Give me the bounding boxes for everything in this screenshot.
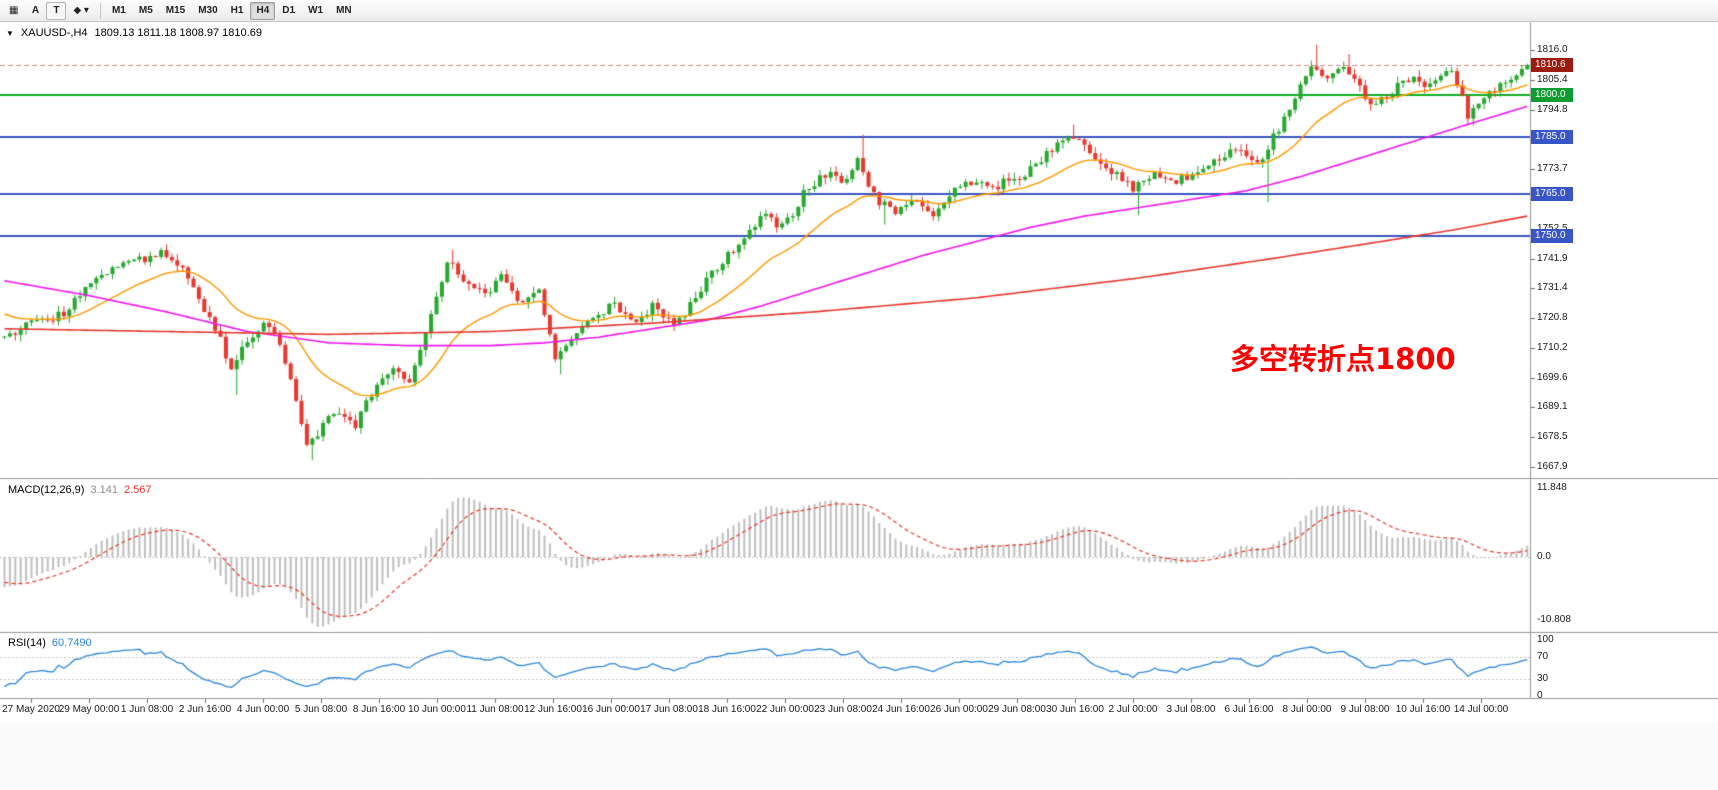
- chart-symbol-period: XAUUSD-,H4: [20, 27, 88, 39]
- price-tick-label: 1816.0: [1537, 44, 1568, 55]
- time-axis-label: 3 Jul 08:00: [1166, 704, 1216, 715]
- price-tick-label: 1805.4: [1537, 73, 1568, 85]
- time-axis-label: 8 Jun 16:00: [352, 704, 406, 715]
- rsi-scale-label: 70: [1537, 650, 1549, 662]
- time-axis-label: 17 Jun 08:00: [640, 704, 698, 715]
- time-axis-label: 10 Jun 00:00: [408, 704, 466, 715]
- time-axis-label: 29 Jun 08:00: [988, 704, 1046, 715]
- text-box-tool-icon[interactable]: T: [46, 1, 67, 20]
- timeframe-button-mn[interactable]: MN: [336, 5, 352, 16]
- timeframe-button-w1[interactable]: W1: [308, 5, 324, 16]
- time-axis[interactable]: 27 May 2020 29 May 00:00 1 Jun 08:00 2 Jun …: [0, 699, 1718, 723]
- timeframe-button-m15[interactable]: M15: [165, 5, 186, 16]
- time-axis-label: 6 Jul 16:00: [1224, 704, 1274, 715]
- font-tool-icon[interactable]: A: [31, 5, 40, 16]
- level-1800-badge[interactable]: 1800.0: [1531, 88, 1573, 103]
- toolbar-tools: ▦ A T ◆ ▾: [3, 1, 95, 20]
- rsi-scale-label: 30: [1537, 673, 1549, 685]
- price-tick-label: 1689.1: [1537, 401, 1568, 413]
- toolbar-timeframes: M1 M5 M15 M30 H1 H4 D1 W1 MN: [106, 1, 358, 20]
- time-axis-label: 30 Jun 16:00: [1046, 704, 1104, 715]
- price-tick-label: 1741.9: [1537, 252, 1568, 264]
- macd-value-main: 3.141: [90, 484, 118, 496]
- macd-value-signal: 2.567: [123, 484, 152, 496]
- rsi-value: 60.7490: [51, 637, 92, 649]
- time-axis-label: 10 Jul 16:00: [1395, 704, 1451, 715]
- level-1785-badge[interactable]: 1785.0: [1531, 130, 1573, 145]
- time-axis-label: 5 Jun 08:00: [294, 704, 348, 715]
- time-axis-label: 29 May 00:00: [58, 704, 120, 715]
- time-axis-label: 12 Jun 16:00: [524, 704, 582, 715]
- toolbar: ▦ A T ◆ ▾ M1 M5 M15 M30 H1 H4 D1 W1 MN: [0, 0, 1718, 22]
- price-tick-label: 1667.9: [1537, 461, 1568, 472]
- time-axis-label: 14 Jul 00:00: [1453, 704, 1509, 715]
- rsi-indicator-label: RSI(14) 60.7490: [8, 637, 98, 649]
- rsi-scale-label: 100: [1537, 634, 1554, 645]
- timeframe-button-m30[interactable]: M30: [198, 5, 218, 16]
- time-axis-label: 2 Jul 00:00: [1108, 704, 1158, 715]
- price-tick-label: 1794.8: [1537, 103, 1568, 115]
- chart-title: ▼ XAUUSD-,H4 1809.13 1811.18 1808.97 181…: [6, 27, 262, 39]
- time-axis-label: 18 Jun 16:00: [698, 704, 756, 715]
- macd-scale-label: 0.0: [1537, 551, 1551, 562]
- time-axis-label: 23 Jun 08:00: [814, 704, 872, 715]
- time-axis-label: 26 Jun 00:00: [930, 704, 988, 715]
- time-axis-label: 1 Jun 08:00: [120, 704, 174, 715]
- price-tick-label: 1710.2: [1537, 341, 1568, 353]
- time-axis-label: 27 May 2020: [2, 704, 60, 715]
- macd-name: MACD(12,26,9): [8, 484, 85, 496]
- time-axis-label: 2 Jun 16:00: [178, 704, 232, 715]
- time-axis-label: 4 Jun 00:00: [236, 704, 290, 715]
- chart-ohlc-values: 1809.13 1811.18 1808.97 1810.69: [94, 27, 262, 39]
- price-tick-label: 1773.7: [1537, 163, 1568, 175]
- price-tick-label: 1752.5: [1537, 223, 1568, 234]
- time-axis-label: 16 Jun 00:00: [582, 704, 640, 715]
- current-price-badge: 1810.6: [1531, 57, 1573, 72]
- rsi-scale-label: 0: [1537, 690, 1543, 701]
- timeframe-button-m5[interactable]: M5: [138, 5, 153, 16]
- macd-indicator-label: MACD(12,26,9) 3.141 2.567: [8, 484, 157, 496]
- timeframe-button-d1[interactable]: D1: [282, 5, 296, 16]
- level-1750-badge[interactable]: 1750.0: [1531, 228, 1573, 243]
- time-axis-label: 11 Jun 08:00: [466, 704, 524, 715]
- rsi-name: RSI(14): [8, 637, 46, 649]
- price-tick-label: 1678.5: [1537, 431, 1568, 443]
- macd-scale-label: 11.848: [1537, 481, 1567, 493]
- time-axis-label: 24 Jun 16:00: [872, 704, 930, 715]
- toolbar-separator: [99, 2, 101, 19]
- timeframe-button-m1[interactable]: M1: [111, 5, 126, 16]
- price-scale[interactable]: 1816.01805.41794.81784.21773.71763.11752…: [1530, 22, 1718, 701]
- price-tick-label: 1699.6: [1537, 371, 1568, 383]
- annotation-text[interactable]: 多空转折点1800: [1230, 342, 1456, 376]
- chart-dropdown-icon[interactable]: ▼: [6, 28, 14, 38]
- time-axis-label: 8 Jul 00:00: [1282, 704, 1332, 715]
- level-1765-badge[interactable]: 1765.0: [1531, 186, 1573, 201]
- chart-grid-icon[interactable]: ▦: [9, 5, 19, 16]
- time-axis-label: 22 Jun 00:00: [756, 704, 814, 715]
- timeframe-button-h4[interactable]: H4: [250, 1, 276, 20]
- shapes-tool-icon[interactable]: ◆ ▾: [73, 5, 89, 16]
- macd-scale-label: -10.808: [1537, 614, 1571, 625]
- timeframe-button-h1[interactable]: H1: [230, 5, 244, 16]
- price-tick-label: 1731.4: [1537, 282, 1568, 294]
- time-axis-label: 9 Jul 08:00: [1340, 704, 1390, 715]
- price-tick-label: 1720.8: [1537, 312, 1568, 324]
